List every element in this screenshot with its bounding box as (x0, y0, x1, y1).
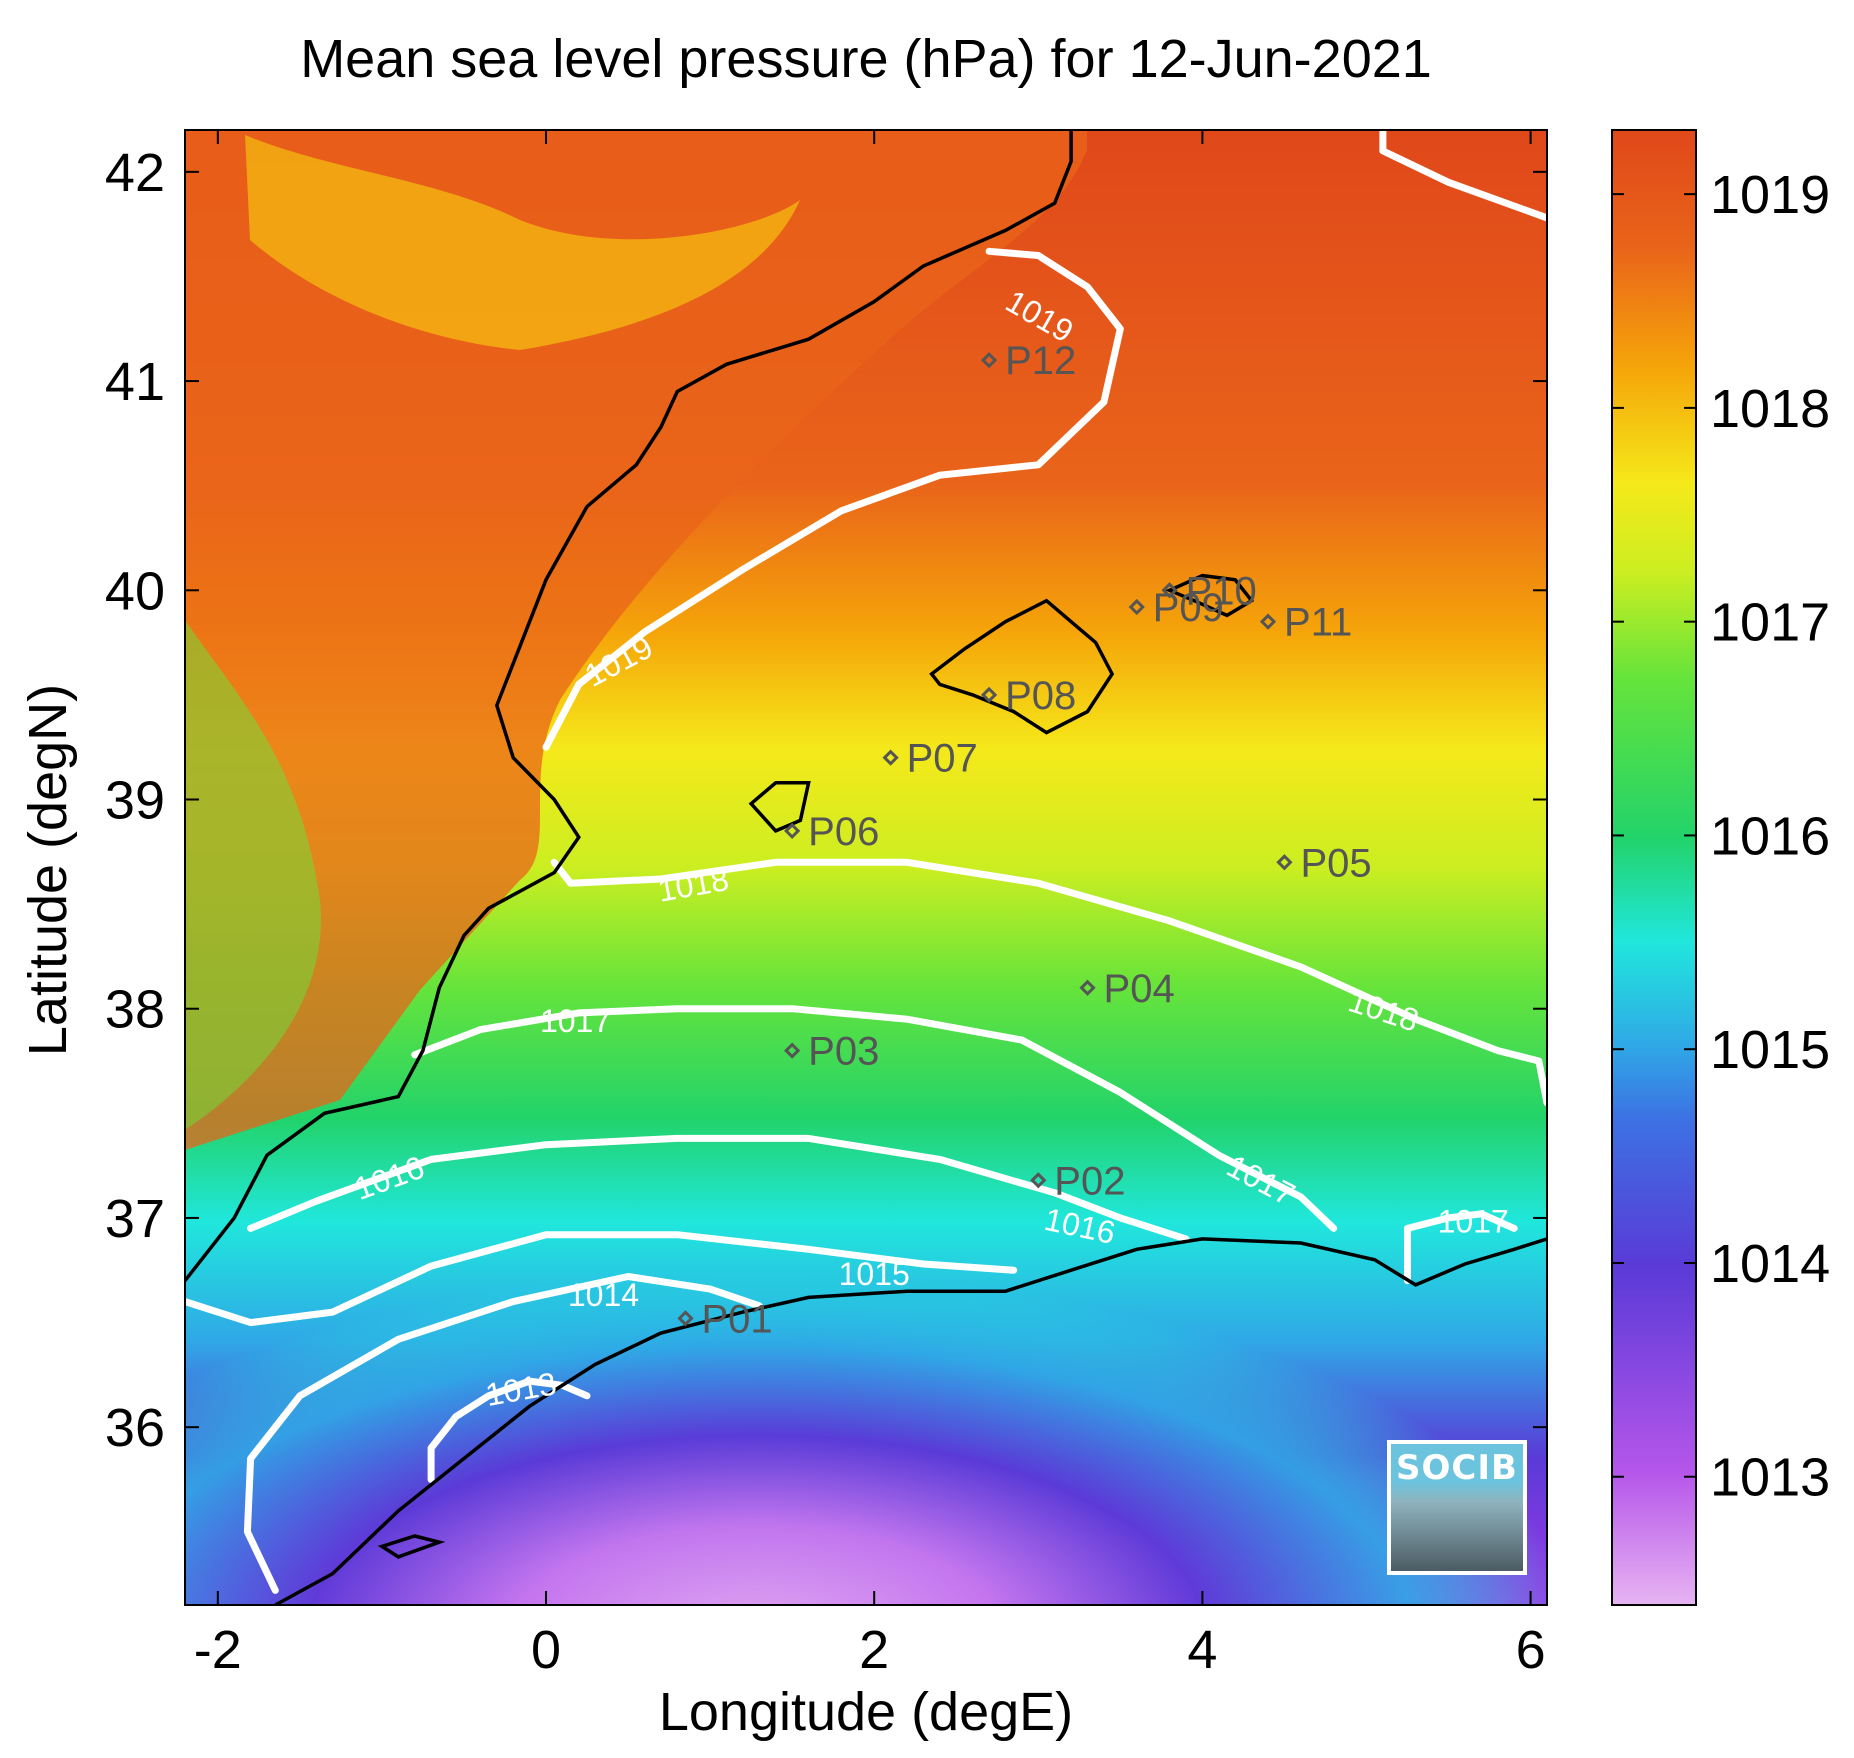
map-field (185, 130, 1547, 1605)
x-axis-ticks: -2 0 2 4 6 (194, 130, 1546, 1680)
y-tick-label: 42 (105, 143, 165, 203)
land-iberia-terrain (245, 135, 800, 350)
contour-1015-6 (185, 1231, 1018, 1327)
pressure-low-overlay (185, 1000, 1547, 1605)
y-tick-label: 40 (105, 561, 165, 621)
station-label-P03: P03 (808, 1030, 879, 1074)
y-tick-label: 39 (105, 771, 165, 831)
socib-logo-text: SOCIB (1396, 1448, 1518, 1488)
station-marker-P08 (980, 686, 998, 704)
contour-1017-3 (411, 1005, 1338, 1232)
station-label-P11: P11 (1284, 601, 1352, 645)
island-outline-1 (1165, 573, 1255, 618)
contour-label-6: 1017 (1438, 1204, 1509, 1240)
station-marker-P02 (1030, 1172, 1047, 1189)
land-south-terrain (185, 620, 321, 1130)
chart-title: Mean sea level pressure (hPa) for 12-Jun… (300, 29, 1432, 89)
plot-frame (184, 129, 1548, 1606)
contour-1014-7 (243, 1273, 763, 1594)
station-marker-P07 (882, 749, 899, 766)
station-label-P02: P02 (1054, 1159, 1125, 1203)
coastline-iberia (185, 130, 1073, 1282)
colorbar-tick-label: 1019 (1710, 165, 1830, 225)
station-marker-P11 (1259, 613, 1277, 630)
station-label-P05: P05 (1300, 841, 1371, 885)
station-label-P04: P04 (1104, 967, 1175, 1011)
colorbar-tick-label: 1013 (1710, 1448, 1830, 1508)
y-tick-label: 38 (105, 980, 165, 1040)
y-axis-label: Latitude (degN) (18, 684, 78, 1056)
station-label-P07: P07 (907, 737, 978, 781)
colorbar-ticks: 1013 1014 1015 1016 1017 1018 1019 (1612, 165, 1830, 1508)
contour-1016-5 (247, 1134, 1190, 1243)
contour-1019-1 (1379, 130, 1547, 222)
colorbar-tick-label: 1018 (1710, 379, 1830, 439)
colorbar-tick-label: 1015 (1710, 1020, 1830, 1080)
station-label-P08: P08 (1005, 674, 1076, 718)
island-outline-3 (377, 1534, 446, 1559)
station-marker-P04 (1079, 979, 1096, 996)
contour-label-10: 1014 (568, 1277, 639, 1313)
land-iberia (185, 130, 1087, 1150)
x-axis-label: Longitude (degE) (659, 1682, 1073, 1742)
station-label-P10: P10 (1186, 569, 1257, 613)
station-label-P06: P06 (808, 810, 879, 854)
station-label-P12: P12 (1005, 339, 1076, 383)
station-label-P01: P01 (701, 1297, 772, 1341)
contour-lines (185, 130, 1547, 1594)
x-tick-label: -2 (194, 1620, 242, 1680)
x-tick-label: 4 (1187, 1620, 1217, 1680)
coastlines (185, 130, 1547, 1605)
island-outline-0 (929, 598, 1115, 735)
station-marker-P12 (980, 352, 998, 369)
contour-1017-4 (1404, 1210, 1518, 1285)
coastline-africa (274, 1237, 1547, 1605)
socib-logo: SOCIB (1387, 1440, 1527, 1575)
y-tick-label: 36 (105, 1398, 165, 1458)
colorbar (1611, 129, 1697, 1606)
station-marker-P03 (784, 1042, 801, 1059)
station-marker-P09 (1128, 598, 1145, 616)
colorbar-tick-label: 1014 (1710, 1234, 1830, 1294)
station-marker-P06 (784, 822, 801, 840)
y-tick-label: 41 (105, 352, 165, 412)
station-marker-P01 (677, 1310, 694, 1327)
colorbar-tick-label: 1017 (1710, 593, 1830, 653)
colorbar-tick-label: 1016 (1710, 806, 1830, 866)
contour-1019-0 (542, 247, 1124, 751)
y-axis-ticks: 36 37 38 39 40 41 42 (105, 143, 1547, 1458)
y-tick-label: 37 (105, 1189, 165, 1249)
station-marker-P10 (1161, 582, 1178, 599)
contour-label-4: 1017 (540, 1003, 611, 1039)
x-tick-label: 6 (1516, 1620, 1546, 1680)
station-marker-P05 (1276, 854, 1293, 871)
x-tick-label: 2 (859, 1620, 889, 1680)
island-outline-2 (748, 781, 811, 833)
contour-1018-2 (550, 858, 1547, 1107)
x-tick-label: 0 (531, 1620, 561, 1680)
contour-label-9: 1015 (839, 1256, 910, 1292)
